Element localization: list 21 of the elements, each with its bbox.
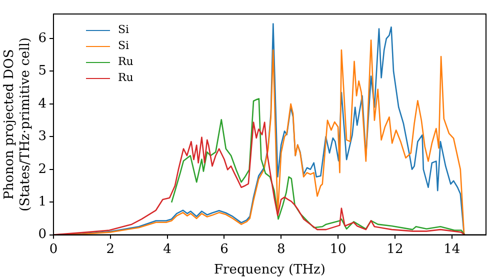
legend-label: Ru bbox=[118, 70, 134, 86]
legend-label: Si bbox=[118, 38, 130, 54]
x-tick-label: 8 bbox=[276, 242, 286, 257]
y-tick-label: 0 bbox=[38, 227, 46, 242]
y-tick-label: 4 bbox=[38, 96, 46, 112]
y-tick-label: 5 bbox=[38, 64, 46, 79]
x-tick-label: 10 bbox=[330, 242, 346, 257]
y-tick-label: 1 bbox=[38, 194, 46, 210]
legend-label: Ru bbox=[118, 54, 134, 70]
x-tick-label: 0 bbox=[49, 242, 58, 257]
x-tick-label: 4 bbox=[163, 242, 172, 257]
y-tick-label: 2 bbox=[38, 162, 46, 177]
x-tick-label: 14 bbox=[444, 242, 460, 257]
x-tick-label: 2 bbox=[106, 242, 115, 257]
y-tick-label: 3 bbox=[38, 129, 46, 144]
x-tick-label: 6 bbox=[220, 242, 228, 257]
y-tick-label: 6 bbox=[38, 30, 46, 46]
x-tick-label: 12 bbox=[386, 242, 404, 257]
y-axis-title: Phonon projected DOS (States/THz·primitive cell) bbox=[2, 37, 33, 212]
legend-label: Si bbox=[118, 22, 130, 38]
x-axis-title: Frequency (THz) bbox=[214, 262, 326, 278]
